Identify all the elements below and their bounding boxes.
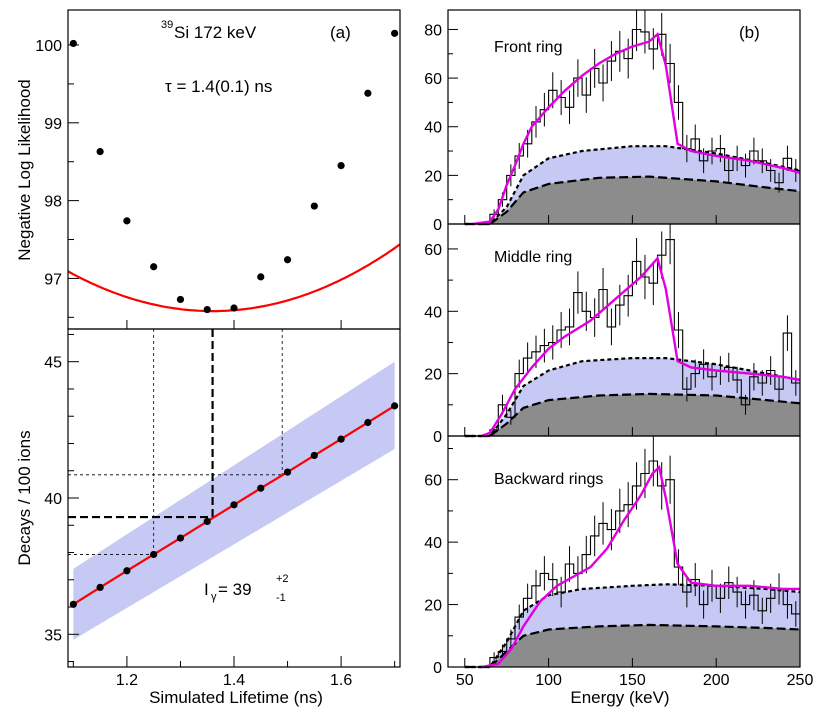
b-xtick-label: 50 <box>456 672 474 689</box>
decays-point <box>230 501 238 509</box>
result-base: I <box>204 580 209 599</box>
ring-ytick-label: 40 <box>424 120 442 137</box>
likelihood-point <box>123 217 131 225</box>
ring-ytick-label: 0 <box>433 217 442 234</box>
a-bottom-ylabel: Decays / 100 ions <box>15 430 34 565</box>
backward-rings-panel: 0 20 40 60 50 100 150 200 250 <box>424 435 814 689</box>
isotope-mass-number: 39 <box>161 19 173 31</box>
a-bottom-ytick-label: 40 <box>44 491 62 508</box>
gray-dashed-line <box>464 175 801 226</box>
gray-dashed-line <box>464 623 801 669</box>
likelihood-point <box>391 29 399 37</box>
a-top-ylabel: Negative Log Likelihood <box>15 79 34 260</box>
decays-point <box>310 451 318 460</box>
a-bottom-xtick-label: 1.4 <box>223 672 245 689</box>
likelihood-point <box>283 256 292 264</box>
panel-b-label: (b) <box>739 23 760 42</box>
band-dotted-line <box>464 145 801 226</box>
ring-label-middle: Middle ring <box>494 249 572 266</box>
ring-ytick-label: 60 <box>424 71 442 88</box>
a-top-ytick-label: 100 <box>35 38 62 55</box>
ring-ytick-label: 40 <box>424 304 442 321</box>
result-sub: γ <box>211 591 217 603</box>
panel-a-top: 97 98 99 100 (a) 39 Si 172 keV τ = 1.4(0.1)… <box>15 9 401 330</box>
fit-curve <box>481 464 800 669</box>
panel-a-bottom: 35 40 45 1.2 1.4 1.6 Decays / 100 ions Simula… <box>15 328 401 707</box>
ring-ytick-label: 20 <box>424 168 442 185</box>
a-bottom-xlabel: Simulated Lifetime (ns) <box>149 688 323 707</box>
isotope-label: Si 172 keV <box>174 23 257 42</box>
decays-point <box>283 468 292 476</box>
decays-point <box>391 402 399 410</box>
ring-ytick-label: 40 <box>424 535 442 552</box>
ring-label-front: Front ring <box>494 39 562 56</box>
result-sup: +2 <box>276 573 289 585</box>
ring-ytick-label: 20 <box>424 598 442 615</box>
likelihood-point <box>310 202 318 210</box>
decays-point <box>96 583 104 592</box>
decays-point <box>364 418 372 427</box>
likelihood-fit-curve <box>67 243 401 313</box>
result-low: -1 <box>276 592 286 604</box>
likelihood-point <box>337 162 345 170</box>
panel-a-label: (a) <box>330 23 351 42</box>
a-top-ytick-label: 98 <box>44 194 62 211</box>
gray-background <box>464 393 800 436</box>
b-xtick-label: 200 <box>703 672 730 689</box>
likelihood-point <box>150 263 158 271</box>
ring-ytick-label: 0 <box>433 429 442 446</box>
a-top-ytick-label: 99 <box>44 116 62 133</box>
fit-curve <box>481 255 801 438</box>
ring-ytick-label: 60 <box>424 242 442 259</box>
a-top-ytick-label: 97 <box>44 271 62 288</box>
likelihood-point <box>230 304 238 312</box>
ring-frame <box>447 435 801 668</box>
a-bottom-xtick-label: 1.6 <box>330 672 352 689</box>
a-bottom-ytick-label: 35 <box>44 627 62 644</box>
b-xlabel: Energy (keV) <box>570 688 669 707</box>
decays-point <box>69 600 77 608</box>
likelihood-point <box>69 39 77 48</box>
decays-point <box>337 435 345 443</box>
decays-point <box>150 550 158 559</box>
ring-ytick-label: 60 <box>424 473 442 490</box>
decays-point <box>176 534 185 542</box>
decays-point <box>123 567 131 575</box>
likelihood-point <box>257 273 265 281</box>
likelihood-point <box>203 305 211 314</box>
a-bottom-ytick-label: 45 <box>44 355 62 372</box>
ring-label-backward: Backward rings <box>494 471 603 488</box>
front-ring-panel: 0 20 40 60 80 <box>424 9 801 234</box>
lifetime-result: τ = 1.4(0.1) ns <box>165 77 272 96</box>
panel-a-top-frame <box>67 9 401 330</box>
ring-ytick-label: 20 <box>424 367 442 384</box>
likelihood-point <box>364 89 372 97</box>
gray-background <box>464 176 800 224</box>
b-xtick-label: 150 <box>619 672 646 689</box>
ring-ytick-label: 80 <box>424 22 442 39</box>
uncertainty-band <box>73 361 395 640</box>
band-dotted-line <box>464 583 801 669</box>
decays-point <box>203 517 211 526</box>
middle-ring-panel: 0 20 40 60 <box>424 223 801 446</box>
result-eq: = 39 <box>218 580 252 599</box>
ring-ytick-label: 0 <box>433 660 442 677</box>
b-xtick-label: 100 <box>535 672 562 689</box>
a-bottom-xtick-label: 1.2 <box>116 672 138 689</box>
fit-curve <box>472 32 801 226</box>
b-xtick-label: 250 <box>787 672 814 689</box>
intensity-result: I γ = 39 +2 -1 <box>204 573 289 604</box>
likelihood-point <box>96 148 104 156</box>
gray-background <box>464 624 800 667</box>
decays-point <box>257 484 265 492</box>
likelihood-point <box>176 295 185 304</box>
